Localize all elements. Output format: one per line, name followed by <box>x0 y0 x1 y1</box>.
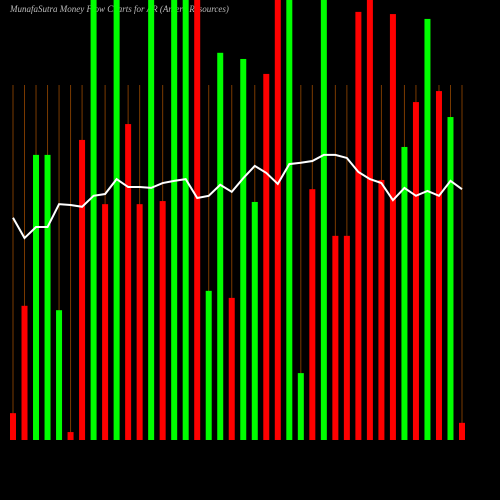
bar <box>171 0 178 440</box>
bar <box>332 235 339 440</box>
bar <box>263 73 270 441</box>
bar <box>102 204 109 440</box>
bar <box>309 189 316 440</box>
bar <box>148 0 155 440</box>
bar <box>355 11 362 440</box>
bar <box>136 204 143 440</box>
bar <box>274 0 281 440</box>
bar <box>435 91 442 440</box>
bar <box>447 117 454 440</box>
bar <box>79 139 86 441</box>
bar <box>125 124 132 440</box>
bar <box>389 14 396 441</box>
price-line <box>12 153 463 240</box>
bar <box>424 18 431 440</box>
bar <box>286 0 293 440</box>
bar <box>90 0 97 440</box>
bar <box>459 422 465 440</box>
bar <box>297 373 304 440</box>
bar <box>159 201 166 440</box>
bar <box>217 52 224 441</box>
bar <box>378 179 385 440</box>
bar <box>21 305 28 440</box>
bar <box>205 290 212 440</box>
bar <box>33 154 40 440</box>
bar <box>44 154 51 440</box>
bar <box>67 432 74 440</box>
bar <box>320 0 327 440</box>
bar <box>10 413 16 440</box>
bar <box>240 58 247 441</box>
bar <box>401 146 408 440</box>
bar <box>412 102 419 440</box>
bar <box>113 0 120 440</box>
bar <box>343 235 350 440</box>
bar <box>228 297 235 440</box>
bar <box>366 0 373 440</box>
bar <box>251 201 258 440</box>
bar <box>56 310 63 440</box>
bar <box>194 0 201 440</box>
bar <box>182 0 189 440</box>
